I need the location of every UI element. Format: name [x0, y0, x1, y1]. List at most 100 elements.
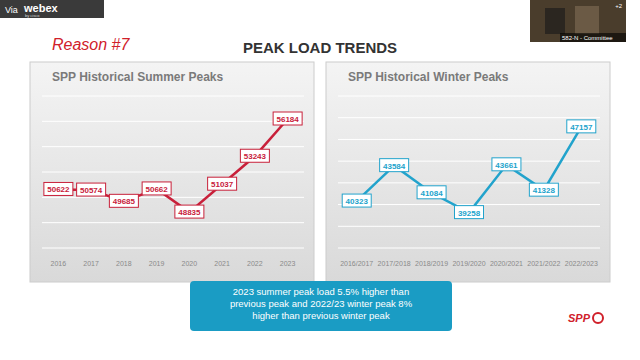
- data-label-group: 47157: [567, 120, 596, 133]
- x-tick-label: 2017: [83, 260, 99, 267]
- data-label: 56184: [277, 115, 300, 124]
- data-label-box: [142, 182, 171, 195]
- data-label-group: 50574: [77, 183, 106, 196]
- data-label-box: [240, 149, 269, 162]
- x-tick-label: 2020/2021: [490, 260, 523, 267]
- x-tick-label: 2018/2019: [415, 260, 448, 267]
- slide-title: PEAK LOAD TRENDS: [243, 39, 397, 56]
- canvas: Viawebexby cisco+2582-N - CommitteeReaso…: [0, 0, 640, 360]
- data-label-box: [273, 112, 302, 125]
- data-label-group: 43661: [492, 158, 521, 171]
- data-label: 41084: [420, 189, 443, 198]
- data-label: 49685: [113, 197, 136, 206]
- grid-line: [338, 226, 600, 227]
- video-label-bg: [560, 33, 626, 42]
- logo-mark: [593, 313, 603, 323]
- grid-line: [338, 96, 600, 97]
- chart-panel: [30, 62, 314, 282]
- webex-sub: by cisco: [25, 13, 40, 18]
- data-label-group: 41328: [529, 183, 558, 196]
- data-label-group: 50622: [44, 182, 73, 195]
- data-label-box: [342, 194, 371, 207]
- data-label-group: 39258: [455, 206, 484, 219]
- x-tick-label: 2019/2020: [452, 260, 485, 267]
- caption-text: higher than previous winter peak: [252, 310, 390, 321]
- data-label-group: 51037: [208, 177, 237, 190]
- x-tick-label: 2018: [116, 260, 132, 267]
- data-label-group: 43584: [380, 159, 409, 172]
- data-label-box: [417, 186, 446, 199]
- x-tick-label: 2017/2018: [378, 260, 411, 267]
- data-label-group: 48835: [175, 205, 204, 218]
- grid-line: [42, 172, 304, 173]
- data-label: 40323: [346, 197, 369, 206]
- x-tick-label: 2022/2023: [565, 260, 598, 267]
- data-label: 51037: [211, 180, 234, 189]
- grid-line: [42, 248, 304, 249]
- x-tick-label: 2021: [214, 260, 230, 267]
- data-label-group: 50662: [142, 182, 171, 195]
- caption-text: 2023 summer peak load 5.5% higher than: [233, 286, 409, 297]
- grid-line: [42, 121, 304, 122]
- data-label-box: [44, 182, 73, 195]
- data-label: 43661: [495, 161, 518, 170]
- reason-label: Reason #7: [52, 36, 130, 53]
- series-line: [58, 119, 287, 212]
- video-figure: [575, 6, 599, 34]
- grid-line: [338, 248, 600, 249]
- x-tick-label: 2021/2022: [527, 260, 560, 267]
- video-label: 582-N - Committee: [562, 35, 613, 41]
- video-thumbnail: [530, 0, 626, 42]
- grid-line: [338, 117, 600, 118]
- data-label-group: 56184: [273, 112, 302, 125]
- grid-line: [42, 222, 304, 223]
- data-label: 48835: [178, 208, 201, 217]
- data-label: 50574: [80, 186, 103, 195]
- grid-line: [42, 96, 304, 97]
- chart-title: SPP Historical Winter Peaks: [348, 70, 509, 84]
- data-label: 50662: [146, 185, 169, 194]
- caption-text: previous peak and 2022/23 winter peak 8%: [230, 298, 413, 309]
- data-label-box: [208, 177, 237, 190]
- x-tick-label: 2016/2017: [340, 260, 373, 267]
- plot-area: [55, 116, 291, 216]
- data-label: 43584: [383, 162, 406, 171]
- logo-text: SPP: [568, 312, 591, 324]
- data-label: 53243: [244, 152, 267, 161]
- data-label-box: [175, 205, 204, 218]
- data-label-box: [492, 158, 521, 171]
- caption-box: [190, 281, 452, 331]
- grid-line: [338, 139, 600, 140]
- video-figure: [545, 8, 565, 34]
- x-tick-label: 2023: [280, 260, 296, 267]
- chart: SPP Historical Winter Peaks 2016/2017 2017…: [326, 62, 610, 282]
- chart-title: SPP Historical Summer Peaks: [52, 70, 224, 84]
- data-label: 41328: [533, 186, 556, 195]
- x-tick-label: 2019: [149, 260, 165, 267]
- data-label-box: [529, 183, 558, 196]
- data-label: 47157: [570, 123, 593, 132]
- data-label-box: [380, 159, 409, 172]
- x-tick-label: 2022: [247, 260, 263, 267]
- data-label-box: [109, 194, 138, 207]
- slide: Viawebexby cisco+2582-N - CommitteeReaso…: [0, 0, 640, 360]
- data-label-group: 40323: [342, 194, 371, 207]
- chart-panel: [326, 62, 610, 282]
- data-label: 39258: [458, 209, 481, 218]
- x-tick-label: 2020: [182, 260, 198, 267]
- data-label-group: 49685: [109, 194, 138, 207]
- data-label-group: 53243: [240, 149, 269, 162]
- webex-bar: [0, 0, 104, 18]
- data-label-box: [455, 206, 484, 219]
- via-text: Via: [5, 5, 18, 15]
- data-label-box: [77, 183, 106, 196]
- background: [0, 0, 640, 360]
- grid-line: [338, 204, 600, 205]
- data-label-box: [567, 120, 596, 133]
- data-label: 50622: [47, 185, 70, 194]
- plot-area: [353, 123, 585, 216]
- series-line: [357, 127, 582, 213]
- x-tick-label: 2016: [51, 260, 67, 267]
- grid-line: [42, 197, 304, 198]
- chart: SPP Historical Summer Peaks 2016 2017 2018 2…: [30, 62, 314, 282]
